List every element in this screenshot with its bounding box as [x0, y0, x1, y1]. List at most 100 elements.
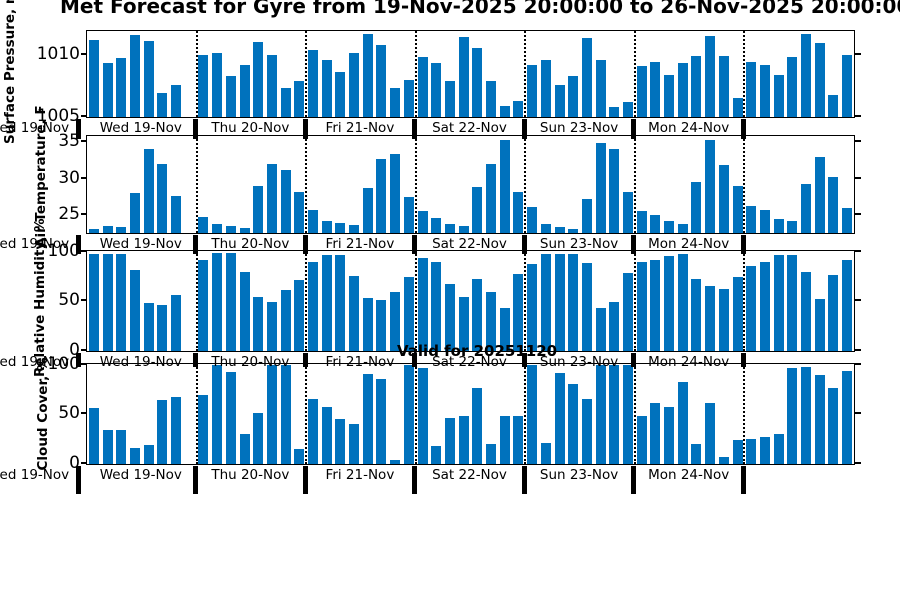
bar	[143, 149, 154, 233]
bar	[554, 84, 565, 117]
day-label: Sun 23-Nov	[539, 236, 619, 252]
axis-start-tick	[76, 235, 81, 254]
bar	[595, 142, 606, 233]
bar	[417, 57, 428, 117]
bar	[198, 394, 209, 464]
day-label: Sat 22-Nov	[432, 120, 507, 136]
day-separator-tick	[193, 353, 199, 367]
bar	[444, 283, 455, 351]
bar	[499, 308, 510, 351]
bar	[773, 434, 784, 464]
bar	[376, 44, 387, 117]
day-label: Thu 20-Nov	[211, 354, 290, 370]
bar	[253, 412, 264, 464]
ytick-label: 100	[47, 240, 80, 261]
bar	[390, 460, 401, 464]
bar	[143, 445, 154, 464]
ytick-mark-right	[855, 462, 861, 464]
bar	[773, 254, 784, 351]
ytick-mark-right	[855, 412, 861, 415]
bar	[664, 74, 675, 117]
bar	[157, 305, 168, 351]
day-separator-tick	[302, 119, 308, 139]
bar	[88, 39, 99, 117]
clipped-first-tick-label: Wed 19-Nov	[0, 236, 70, 252]
bar	[732, 276, 743, 351]
bar	[157, 399, 168, 464]
bar	[636, 261, 647, 351]
day-separator-tick	[740, 235, 746, 254]
bar	[444, 80, 455, 117]
bar	[335, 254, 346, 351]
day-label: Thu 20-Nov	[211, 120, 290, 136]
day-label: Wed 19-Nov	[99, 467, 182, 483]
bar	[403, 365, 414, 464]
bar	[307, 49, 318, 117]
bar	[102, 63, 113, 117]
ytick-mark-right	[855, 52, 861, 55]
ytick-mark-right	[855, 249, 861, 252]
ytick-label: 0	[69, 340, 80, 360]
bar	[88, 228, 99, 233]
cloud-plot-area	[86, 363, 855, 465]
bar	[431, 218, 442, 233]
bar	[691, 278, 702, 351]
bar	[801, 33, 812, 117]
bar	[239, 64, 250, 117]
day-boundary-gridline	[305, 136, 308, 233]
ytick-mark	[81, 176, 87, 179]
day-boundary-gridline	[305, 251, 308, 351]
bar	[294, 449, 305, 464]
clipped-first-tick-label: Wed 19-Nov	[0, 120, 70, 136]
day-separator-tick	[193, 119, 199, 139]
bar	[444, 418, 455, 464]
bar	[513, 100, 524, 117]
ytick-mark-right	[855, 213, 861, 216]
bar	[157, 93, 168, 117]
day-label: Fri 21-Nov	[325, 236, 395, 252]
bar	[677, 253, 688, 351]
bar	[116, 227, 127, 233]
bar	[609, 148, 620, 233]
bar	[335, 419, 346, 464]
axis-start-tick	[76, 466, 81, 494]
day-separator-tick	[412, 235, 418, 254]
bar	[458, 226, 469, 233]
bar	[801, 271, 812, 351]
bar	[129, 269, 140, 351]
clipped-first-tick-label: Wed 19-Nov	[0, 467, 70, 483]
bar	[253, 42, 264, 117]
bar	[472, 278, 483, 351]
bar	[349, 424, 360, 464]
bar	[842, 54, 853, 117]
ytick-mark-right	[855, 176, 861, 179]
day-separator-tick	[412, 353, 418, 367]
day-label-strip: Wed 19-Nov Thu 20-Nov Fri 21-Nov Sat 22-Nov…	[76, 353, 853, 370]
bar	[403, 276, 414, 351]
ytick-label: 0	[69, 453, 80, 473]
bar	[705, 402, 716, 464]
bar	[307, 261, 318, 351]
bar	[650, 259, 661, 351]
bar	[581, 38, 592, 117]
bar	[746, 205, 757, 233]
bar	[664, 406, 675, 464]
bar	[718, 288, 729, 351]
bar	[129, 193, 140, 233]
bar	[568, 228, 579, 233]
bar	[677, 224, 688, 233]
bar	[212, 252, 223, 351]
bar	[239, 271, 250, 351]
bar	[705, 285, 716, 351]
bar	[814, 374, 825, 464]
bar	[239, 227, 250, 233]
day-separator-tick	[740, 353, 746, 367]
ytick-label: 30	[58, 167, 80, 188]
clipped-first-tick-label: Wed 19-Nov	[0, 354, 70, 370]
bar	[842, 208, 853, 233]
bar	[458, 296, 469, 351]
day-label: Mon 24-Nov	[648, 120, 730, 136]
bar	[568, 75, 579, 117]
bar	[157, 163, 168, 233]
bar	[636, 210, 647, 233]
